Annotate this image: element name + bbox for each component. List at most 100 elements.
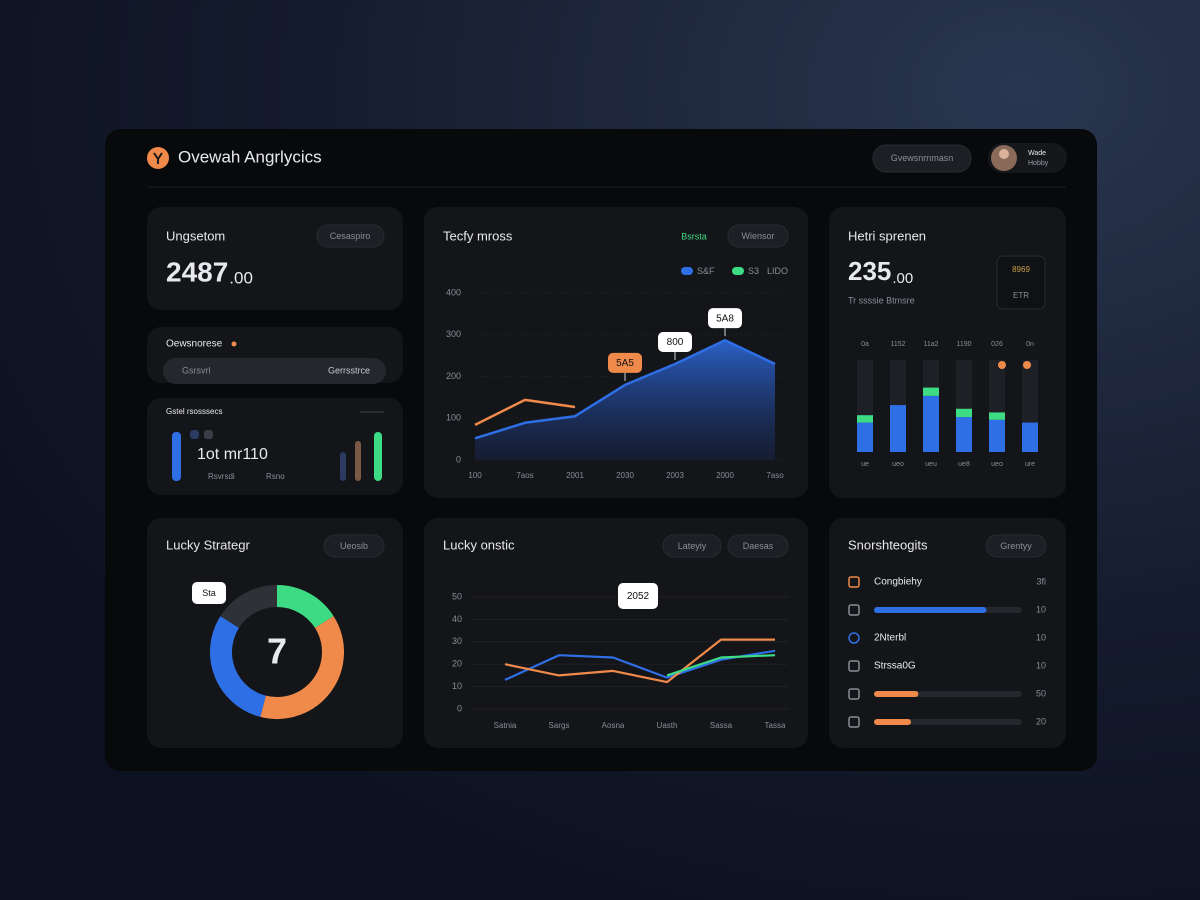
segment-control[interactable] [163, 358, 386, 384]
card-button-label[interactable]: Wiensor [741, 231, 774, 241]
donut-segment [260, 616, 344, 719]
card [829, 207, 1066, 498]
app-title: Ovewah Angrlycics [178, 147, 322, 166]
status-text: Bsrsta [681, 231, 707, 241]
row-value: 10 [1036, 660, 1046, 670]
row-icon [848, 716, 860, 728]
segment-left[interactable]: Gsrsvrl [182, 365, 211, 375]
line [666, 654, 776, 677]
area [475, 340, 775, 460]
bar-bottom-label: ue8 [958, 461, 970, 468]
decor-square [190, 430, 199, 439]
marker-dot [1023, 361, 1031, 369]
card-button[interactable] [316, 224, 385, 248]
card-button[interactable] [727, 534, 789, 558]
tag-box [618, 583, 658, 609]
card-button-label[interactable]: Daesas [743, 541, 774, 551]
decor-bar [374, 432, 382, 481]
card-button-label[interactable]: Ueosib [340, 541, 368, 551]
bar-top-label: 0n [1026, 341, 1034, 348]
annotation: 5A5 [616, 358, 634, 369]
x-tick-label: 2030 [616, 471, 634, 480]
card-button[interactable] [323, 534, 385, 558]
bar [956, 417, 972, 452]
tag: Sta [202, 588, 216, 598]
annotation: 800 [667, 337, 684, 348]
bar [874, 691, 919, 697]
card-subtitle: Tr ssssie Btmsre [848, 295, 915, 305]
bar-top-label: 1152 [890, 341, 905, 348]
y-tick-label: 10 [452, 681, 462, 691]
annotation-box [658, 331, 692, 352]
y-tick-label: 40 [452, 614, 462, 624]
annotation-box [708, 308, 742, 329]
big-value: 235 [848, 256, 891, 286]
card-title: Hetri sprenen [848, 228, 926, 243]
card [147, 518, 403, 748]
row-icon [848, 604, 860, 616]
bar-bottom-label: ue [861, 461, 869, 468]
tag-box [192, 582, 226, 604]
bar [956, 408, 972, 418]
stat-note: Rsno [266, 472, 285, 481]
donut-segment [276, 585, 334, 629]
donut-segment [210, 616, 267, 717]
y-tick-label: 0 [457, 703, 462, 713]
card-button[interactable] [985, 534, 1047, 558]
y-tick-label: 50 [452, 591, 462, 601]
x-tick-label: Aosna [602, 721, 625, 730]
bar-bottom-label: ueo [991, 461, 1003, 468]
legend-swatch [732, 267, 744, 275]
x-tick-label: Tassa [765, 721, 786, 730]
card-button-label[interactable]: Cesaspiro [330, 231, 371, 241]
card [147, 398, 403, 495]
x-tick-label: Sassa [710, 721, 733, 730]
x-tick-label: Sargs [549, 721, 570, 730]
bar [923, 387, 939, 396]
badge [996, 255, 1046, 310]
y-tick-label: 300 [446, 329, 461, 339]
bar-top-label: 1190 [956, 341, 971, 348]
marker-dot [998, 361, 1006, 369]
card-button[interactable] [727, 224, 789, 248]
row-icon [848, 576, 860, 588]
bar [989, 419, 1005, 452]
card-button-label[interactable]: Lateyiy [678, 541, 707, 551]
segment-right[interactable]: Gerrsstrce [328, 365, 370, 375]
legend-label: S3 [748, 266, 759, 276]
card-button[interactable] [662, 534, 722, 558]
decor-bar [172, 432, 181, 481]
line [504, 638, 775, 684]
big-value-decimals: .00 [892, 270, 913, 287]
big-value: 2487 [166, 256, 228, 287]
badge-text: 8969 [1012, 265, 1030, 274]
stat-note: Rsvrsdi [208, 472, 235, 481]
card-button-label[interactable]: Grentyy [1000, 541, 1032, 551]
line [474, 338, 776, 440]
y-tick-label: 30 [452, 636, 462, 646]
big-value-decimals: .00 [229, 268, 253, 287]
x-tick-label: 2000 [716, 471, 734, 480]
bar [989, 412, 1005, 420]
header-button[interactable] [872, 144, 972, 173]
bar [857, 415, 873, 423]
bar [923, 395, 939, 452]
row-icon [848, 632, 860, 644]
bar-top-label: 026 [991, 341, 1003, 348]
user-name: Wade [1028, 150, 1046, 157]
decor-bar [355, 441, 361, 481]
annotation-box [608, 352, 642, 373]
row-value: 3fi [1036, 576, 1046, 586]
bar-top-label: 11a2 [923, 341, 938, 348]
card-title: Snorshteogits [848, 537, 928, 552]
annotation: 5A8 [716, 313, 734, 324]
x-tick-label: 7aos [516, 471, 533, 480]
x-tick-label: Uasth [657, 721, 678, 730]
header-button-label[interactable]: Gvewsnrnmasn [891, 153, 954, 163]
stat-value: 1ot mr110 [197, 446, 268, 463]
row-label: 2Nterbl [874, 633, 906, 644]
row-icon [848, 660, 860, 672]
y-tick-label: 0 [456, 454, 461, 464]
bar-bottom-label: ueu [925, 461, 937, 468]
bar [857, 422, 873, 452]
